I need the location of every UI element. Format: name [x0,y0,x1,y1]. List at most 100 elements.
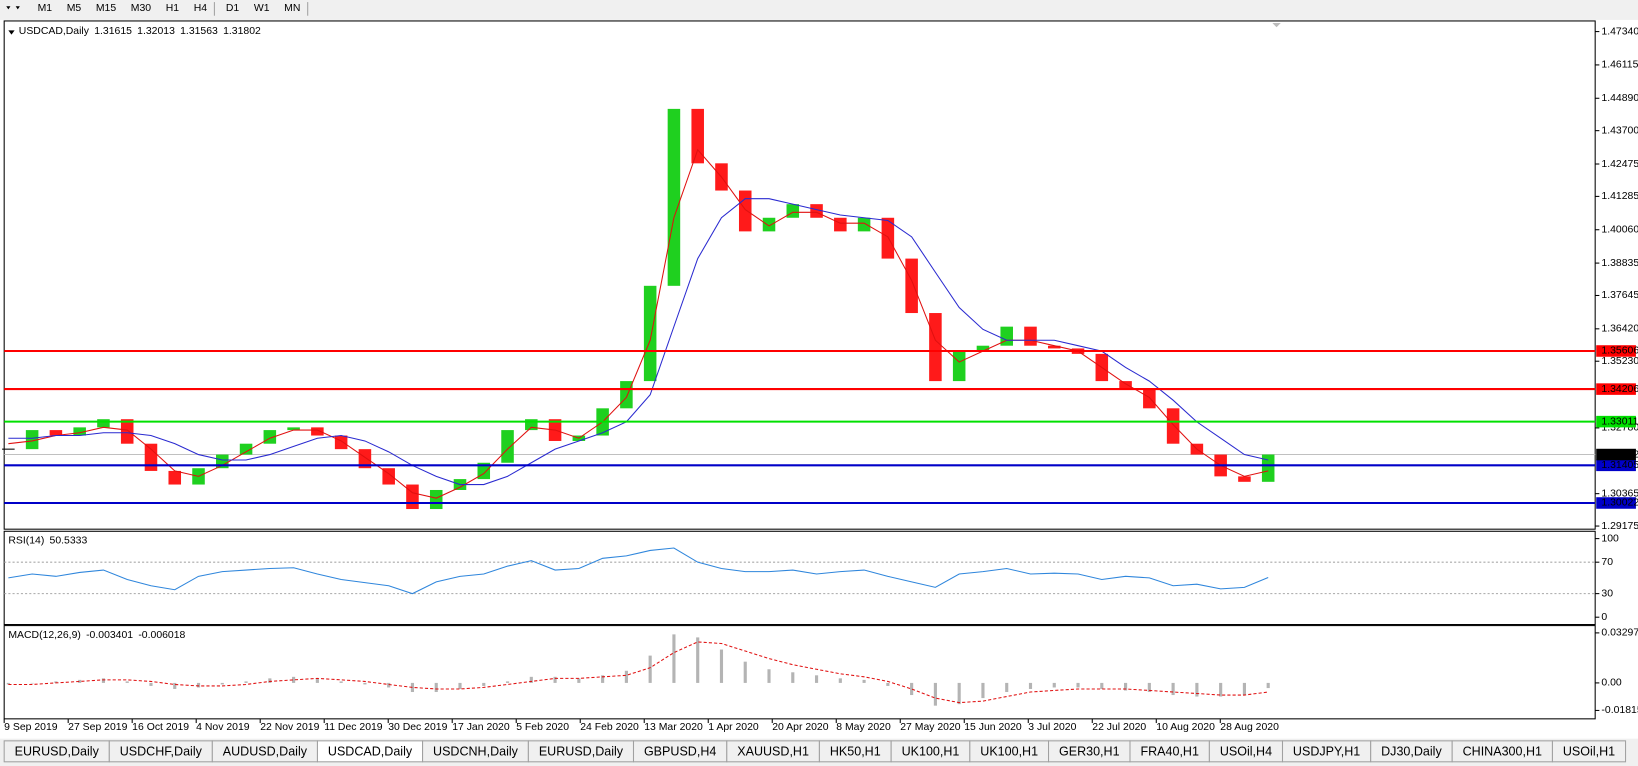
rsi-tick-label: 0 [1601,612,1607,623]
date-label: 10 Aug 2020 [1156,722,1215,733]
level-label: 1.35606 [1601,346,1638,357]
candle [429,489,443,510]
macd-bar [410,682,415,693]
high-value: 1.32013 [137,26,175,37]
macd-bar [387,682,391,688]
rsi-tick-label: 70 [1601,557,1613,568]
timeframe-button[interactable]: MN [284,3,300,14]
tab-label[interactable]: USDCHF,Daily [120,745,203,759]
candle [1238,476,1251,482]
tab-label[interactable]: FRA40,H1 [1140,745,1199,759]
candle [525,419,538,431]
price-tick-label: 1.41285 [1601,191,1638,202]
level-label-box [1596,345,1636,357]
price-tick-label: 1.44890 [1601,93,1638,104]
rsi-title: RSI(14) [8,535,44,546]
macd-bar [434,682,438,693]
macd-bar [173,682,177,689]
tab-label[interactable]: AUDUSD,Daily [223,745,308,759]
candle [97,419,110,428]
tab-label[interactable]: UK100,H1 [980,745,1038,759]
level-label: 1.34206 [1601,384,1638,395]
close-value: 1.31802 [223,26,261,37]
macd-bar [981,682,985,699]
tab-label[interactable]: GER30,H1 [1059,745,1120,759]
macd-bar [101,678,106,683]
tab[interactable] [1551,740,1627,763]
macd-bar [54,681,58,683]
candle [905,258,918,314]
date-label: 30 Dec 2019 [388,722,447,733]
macd-tick-label: 0.00 [1601,678,1621,689]
candle [1143,389,1156,409]
candle [1024,326,1037,346]
tab-label[interactable]: XAUUSD,H1 [737,745,809,759]
price-tick-label: 1.38835 [1601,258,1638,269]
candle [1000,326,1013,346]
chart-menu-arrow [8,30,15,35]
tab-label[interactable]: USOil,H4 [1220,745,1272,759]
candle [25,430,39,450]
candle [620,381,633,409]
macd-bar [220,682,224,685]
timeframe-button[interactable]: H1 [166,3,180,14]
price-tick-label: 1.36420 [1601,324,1638,335]
timeframe-button[interactable]: M30 [131,3,151,14]
macd-bar [886,682,890,686]
main-panel [3,20,1596,530]
tab-label[interactable]: EURUSD,Daily [15,745,100,759]
candle [1166,408,1180,444]
rsi-panel [3,530,1596,626]
macd-bar [933,682,937,706]
candle [952,351,966,382]
timeframe-button[interactable]: D1 [226,3,240,14]
tab-label[interactable]: CHINA300,H1 [1463,745,1542,759]
date-label: 28 Aug 2020 [1220,722,1279,733]
timeframe-button[interactable]: M15 [96,3,116,14]
moving-average [8,198,1269,486]
macd-bar [458,682,462,689]
date-label: 17 Jan 2020 [452,722,510,733]
bid-label-box [1596,448,1636,461]
candle [311,427,324,436]
timeframe-button[interactable]: H4 [194,3,208,14]
candle [643,285,657,382]
tab-label[interactable]: GBPUSD,H4 [644,745,716,759]
tab-label[interactable]: USDCAD,Daily [328,745,413,759]
tab-label[interactable]: EURUSD,Daily [539,745,624,759]
macd-bar [1052,682,1056,688]
macd-bar [244,681,248,683]
tab-label[interactable]: USDJPY,H1 [1293,745,1360,759]
date-label: 3 Jul 2020 [1028,722,1076,733]
candle [287,427,300,431]
date-label: 22 Nov 2019 [260,722,319,733]
macd-main-value: -0.003401 [86,630,133,641]
tab-label[interactable]: UK100,H1 [902,745,960,759]
date-label: 27 May 2020 [900,722,961,733]
candle [976,345,990,352]
tab-label[interactable]: DJ30,Daily [1381,745,1442,759]
macd-bar [910,682,914,696]
rsi-tick-label: 100 [1601,533,1619,544]
macd-bar [78,679,82,683]
macd-bar [1219,682,1223,697]
timeframe-button[interactable]: M1 [38,3,53,14]
macd-bar [529,676,533,683]
date-label: 13 Mar 2020 [644,722,703,733]
macd-bar [1266,682,1270,689]
macd-bar [1242,682,1246,696]
macd-tick-label: 0.032972 [1601,628,1638,639]
timeframe-button[interactable]: W1 [254,3,270,14]
date-label: 24 Feb 2020 [580,722,639,733]
tab-label[interactable]: USDCNH,Daily [433,745,519,759]
candle [738,190,752,232]
timeframe-button[interactable]: M5 [67,3,82,14]
tab-label[interactable]: USOil,H1 [1563,745,1615,759]
date-label: 9 Sep 2019 [4,722,58,733]
candle [1261,454,1275,482]
macd-bar [149,682,153,686]
date-label: 16 Oct 2019 [132,722,189,733]
tab-label[interactable]: HK50,H1 [830,745,881,759]
macd-bar [743,661,747,683]
